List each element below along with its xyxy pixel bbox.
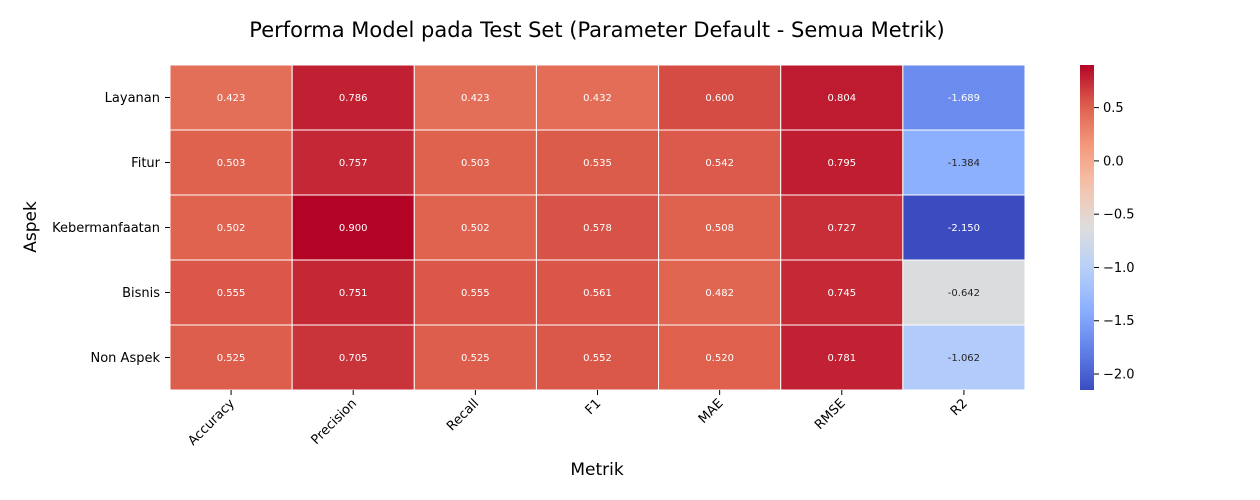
cell-value-label: 0.751 xyxy=(339,288,368,299)
cell-value-label: 0.578 xyxy=(583,223,612,234)
y-tick-label: Non Aspek xyxy=(91,351,161,366)
heatmap-cell xyxy=(535,194,660,261)
heatmap-cells xyxy=(169,64,1026,391)
y-axis-ticks: Layanan Fitur Kebermanfaatan Bisnis Non Aspe… xyxy=(52,91,170,366)
heatmap-cell xyxy=(780,129,904,196)
x-tick-label: Recall xyxy=(444,396,482,434)
cell-value-label: -1.062 xyxy=(948,353,980,364)
cell-value-label: 0.503 xyxy=(217,158,246,169)
x-axis-ticks: Accuracy Precision Recall F1 MAE RMSE R2 xyxy=(185,390,971,449)
heatmap-cell xyxy=(169,324,293,391)
cell-value-label: 0.508 xyxy=(705,223,734,234)
heatmap-cell xyxy=(902,194,1026,261)
colorbar xyxy=(1080,65,1094,390)
cell-value-label: 0.552 xyxy=(583,353,612,364)
cell-value-label: 0.600 xyxy=(705,93,734,104)
cell-value-label: 0.525 xyxy=(217,353,246,364)
heatmap-cell xyxy=(413,324,537,391)
x-axis-label: Metrik xyxy=(570,460,624,480)
y-axis-label: Aspek xyxy=(21,201,41,253)
cell-value-label: 0.781 xyxy=(827,353,856,364)
cell-value-label: -0.642 xyxy=(948,288,980,299)
heatmap-cell xyxy=(902,324,1026,391)
heatmap-cell xyxy=(658,194,782,261)
cell-value-label: 0.423 xyxy=(217,93,246,104)
heatmap-cell xyxy=(291,64,415,131)
cell-value-label: 0.555 xyxy=(217,288,246,299)
x-tick-label: F1 xyxy=(583,396,605,418)
heatmap-cell xyxy=(780,194,904,261)
cell-value-label: 0.535 xyxy=(583,158,612,169)
heatmap-cell xyxy=(291,194,415,261)
cell-value-label: 0.525 xyxy=(461,353,490,364)
heatmap-cell xyxy=(413,64,537,131)
colorbar-tick-label: 0.0 xyxy=(1103,154,1124,169)
cell-value-label: 0.502 xyxy=(217,223,246,234)
cell-value-label: 0.502 xyxy=(461,223,490,234)
y-tick-label: Bisnis xyxy=(122,286,160,301)
cell-value-label: -1.384 xyxy=(948,158,980,169)
heatmap-cell xyxy=(413,194,537,261)
cell-value-labels: 0.423 0.786 0.423 0.432 0.600 0.804 -1.689 0.50… xyxy=(217,93,980,364)
cell-value-label: 0.786 xyxy=(339,93,368,104)
heatmap-cell xyxy=(169,259,293,326)
heatmap-cell xyxy=(413,129,537,196)
cell-value-label: 0.555 xyxy=(461,288,490,299)
colorbar-tick-label: 0.5 xyxy=(1103,101,1124,116)
heatmap-cell xyxy=(658,64,782,131)
x-tick-label: R2 xyxy=(948,396,971,419)
y-tick-label: Fitur xyxy=(131,156,160,171)
cell-value-label: -2.150 xyxy=(948,223,980,234)
heatmap-cell xyxy=(658,129,782,196)
y-tick-label: Layanan xyxy=(105,91,160,106)
cell-value-label: 0.745 xyxy=(827,288,856,299)
x-tick-label: MAE xyxy=(696,396,727,427)
heatmap-cell xyxy=(780,64,904,131)
colorbar-ticks: 0.5 0.0 −0.5 −1.0 −1.5 −2.0 xyxy=(1094,101,1135,383)
x-tick-label: RMSE xyxy=(812,396,849,433)
cell-value-label: 0.423 xyxy=(461,93,490,104)
y-tick-label: Kebermanfaatan xyxy=(52,221,160,236)
heatmap-cell xyxy=(535,64,660,131)
cell-value-label: 0.482 xyxy=(705,288,734,299)
colorbar-tick-label: −1.0 xyxy=(1103,261,1135,276)
cell-value-label: 0.795 xyxy=(827,158,856,169)
cell-value-label: 0.705 xyxy=(339,353,368,364)
cell-value-label: 0.757 xyxy=(339,158,368,169)
heatmap-cell xyxy=(535,259,660,326)
colorbar-tick-label: −0.5 xyxy=(1103,208,1135,223)
cell-value-label: 0.542 xyxy=(705,158,734,169)
x-tick-label: Accuracy xyxy=(185,396,238,449)
cell-value-label: 0.804 xyxy=(827,93,856,104)
colorbar-tick-label: −1.5 xyxy=(1103,314,1135,329)
x-tick-label: Precision xyxy=(308,396,360,448)
cell-value-label: 0.727 xyxy=(827,223,856,234)
cell-value-label: 0.432 xyxy=(583,93,612,104)
cell-value-label: 0.561 xyxy=(583,288,612,299)
cell-value-label: 0.503 xyxy=(461,158,490,169)
heatmap-cell xyxy=(780,259,904,326)
chart-title: Performa Model pada Test Set (Parameter … xyxy=(249,18,944,42)
cell-value-label: 0.520 xyxy=(705,353,734,364)
heatmap-cell xyxy=(291,259,415,326)
heatmap-cell xyxy=(169,64,293,131)
cell-value-label: -1.689 xyxy=(948,93,980,104)
colorbar-tick-label: −2.0 xyxy=(1103,368,1135,383)
heatmap-cell xyxy=(902,259,1026,326)
heatmap-cell xyxy=(902,129,1026,196)
cell-value-label: 0.900 xyxy=(339,223,368,234)
